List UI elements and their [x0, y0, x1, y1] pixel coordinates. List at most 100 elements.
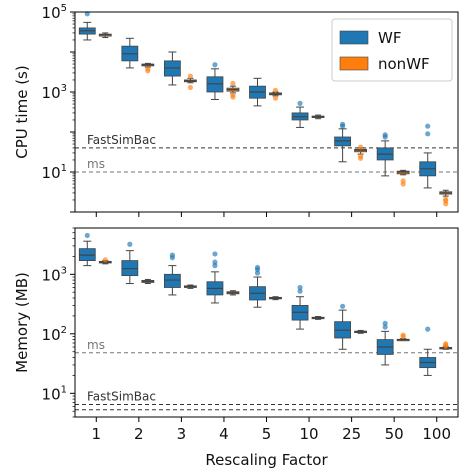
outlier-point: [425, 326, 431, 332]
outlier-point: [297, 284, 303, 291]
box-nonwf-25: [354, 329, 368, 334]
box-wf-50: [376, 320, 394, 366]
x-tick-label: 2: [134, 425, 144, 443]
box-wf-1: [78, 232, 96, 267]
y-tick-base: 10: [42, 84, 61, 102]
box-wf-1: [78, 11, 96, 41]
legend-label-wf: WF: [378, 29, 401, 47]
outlier-point: [102, 257, 108, 263]
reference-line-label: FastSimBac: [87, 133, 156, 147]
x-tick-label: 25: [342, 425, 361, 443]
outlier-point: [400, 178, 406, 184]
box-nonwf-3: [183, 284, 197, 289]
y-tick-exponent: 1: [61, 163, 67, 174]
box-wf-50: [376, 132, 394, 177]
outlier-point: [358, 144, 364, 150]
outlier-point: [272, 95, 279, 101]
outlier-point: [212, 62, 218, 68]
outlier-point: [187, 84, 193, 91]
x-tick-label: 10: [300, 425, 319, 443]
outlier-point: [84, 232, 90, 239]
x-axis-label: Rescaling Factor: [205, 451, 328, 469]
y-tick-exponent: 1: [61, 384, 67, 395]
legend: WF nonWF: [331, 18, 453, 82]
y-tick-base: 10: [42, 266, 61, 284]
outlier-point: [84, 11, 90, 17]
box-nonwf-1: [98, 257, 112, 265]
box-wf-25: [334, 121, 352, 163]
box-nonwf-5: [269, 87, 282, 101]
y-tick-base: 10: [42, 4, 61, 22]
box-wf-4: [206, 251, 224, 304]
box-wf-2: [121, 241, 139, 285]
reference-line-label: ms: [87, 157, 105, 171]
y-tick-exponent: 3: [61, 83, 67, 94]
outlier-point: [272, 87, 279, 93]
y-tick-label: 103: [42, 83, 67, 102]
box-wf-100: [419, 123, 437, 189]
x-tick-label: 100: [422, 425, 451, 443]
box-nonwf-1: [98, 32, 112, 39]
box-wf-3: [163, 252, 181, 296]
outlier-point: [400, 332, 406, 338]
legend-label-nonwf: nonWF: [378, 55, 430, 73]
outlier-point: [169, 252, 175, 258]
outlier-point: [425, 123, 431, 129]
outlier-point: [340, 303, 346, 309]
box-wf-3: [163, 51, 181, 86]
outlier-point: [340, 121, 346, 127]
y-tick-label: 105: [42, 3, 67, 22]
outlier-point: [187, 73, 193, 79]
x-tick-label: 4: [219, 425, 229, 443]
box-nonwf-3: [183, 73, 197, 91]
outlier-point: [358, 155, 364, 161]
y-axis-label: CPU time (s): [13, 65, 31, 158]
outlier-point: [212, 251, 218, 257]
box-wf-25: [334, 303, 352, 350]
box-wf-100: [419, 326, 437, 376]
outlier-point: [127, 241, 133, 247]
box-nonwf-25: [354, 144, 368, 161]
outlier-point: [230, 92, 236, 98]
box-nonwf-10: [311, 316, 325, 320]
outlier-point: [382, 132, 388, 138]
y-tick-label: 101: [42, 163, 67, 182]
x-tick-label: 50: [385, 425, 404, 443]
x-tick-label: 1: [92, 425, 102, 443]
y-tick-base: 10: [42, 326, 61, 344]
y-tick-label: 102: [42, 325, 67, 344]
y-tick-exponent: 3: [61, 265, 67, 276]
box-nonwf-50: [396, 169, 410, 187]
legend-swatch-wf: [339, 30, 369, 45]
box-nonwf-2: [141, 62, 155, 74]
outlier-point: [443, 341, 449, 347]
box-nonwf-100: [439, 341, 453, 350]
y-tick-exponent: 2: [61, 325, 67, 336]
reference-line-label: FastSimBac: [87, 389, 156, 403]
box-wf-5: [249, 77, 266, 107]
box-nonwf-4: [226, 290, 240, 296]
outlier-point: [382, 320, 388, 326]
outlier-point: [297, 100, 303, 106]
reference-line-label: ms: [87, 338, 105, 352]
outlier-point: [443, 196, 449, 202]
box-nonwf-100: [439, 189, 453, 207]
box-wf-2: [121, 37, 139, 69]
outlier-point: [425, 131, 431, 137]
outlier-point: [254, 264, 261, 271]
y-tick-base: 10: [42, 164, 61, 182]
box-nonwf-2: [141, 278, 155, 285]
outlier-point: [297, 288, 303, 294]
y-axis-label: Memory (MB): [13, 272, 31, 373]
box-nonwf-10: [311, 114, 325, 120]
box-wf-10: [291, 284, 309, 330]
box-nonwf-5: [269, 296, 282, 301]
y-tick-label: 103: [42, 265, 67, 284]
outlier-point: [230, 80, 236, 86]
x-tick-label: 5: [262, 425, 272, 443]
outlier-point: [382, 324, 388, 330]
box-nonwf-4: [226, 80, 240, 100]
